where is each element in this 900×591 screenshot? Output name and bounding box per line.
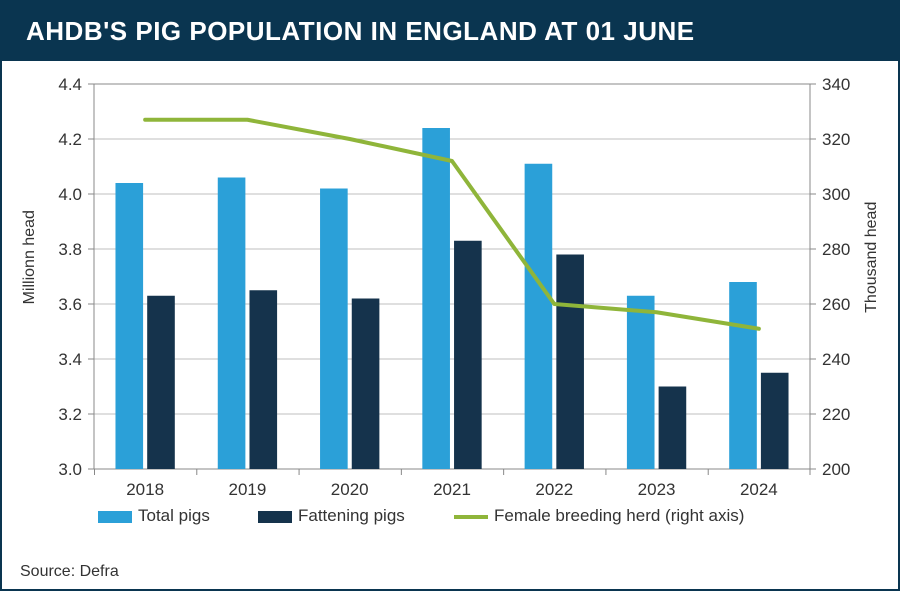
right-tick-label: 220 — [822, 405, 850, 424]
left-tick-label: 3.2 — [58, 405, 82, 424]
x-tick-label: 2018 — [126, 480, 164, 499]
legend-total-pigs-swatch — [98, 511, 132, 523]
plot-svg: 3.0 3.2 3.4 3.6 3.8 4.0 4.2 4.4 200 220 240 260 280 3… — [2, 62, 900, 561]
bar-total-pigs — [218, 178, 246, 470]
x-tick-label: 2019 — [229, 480, 267, 499]
left-tick-label: 3.6 — [58, 295, 82, 314]
bar-total-pigs — [115, 183, 143, 469]
left-tick-label: 3.8 — [58, 240, 82, 259]
bar-total-pigs — [422, 128, 450, 469]
right-axis-label: Thousand head — [863, 202, 880, 313]
chart-title: AHDB'S PIG POPULATION IN ENGLAND AT 01 J… — [2, 2, 898, 61]
plot-area: 3.0 3.2 3.4 3.6 3.8 4.0 4.2 4.4 200 220 240 260 280 3… — [2, 62, 898, 557]
right-tick-label: 280 — [822, 240, 850, 259]
bar-fattening-pigs — [352, 299, 380, 470]
bar-fattening-pigs — [556, 255, 584, 470]
bar-fattening-pigs — [659, 387, 687, 470]
legend-female-breeding-herd-label: Female breeding herd (right axis) — [494, 506, 744, 525]
right-tick-label: 200 — [822, 460, 850, 479]
chart-card: AHDB'S PIG POPULATION IN ENGLAND AT 01 J… — [0, 0, 900, 591]
bar-fattening-pigs — [761, 373, 789, 469]
left-tick-label: 3.4 — [58, 350, 82, 369]
bar-total-pigs — [320, 189, 348, 470]
left-tick-label: 3.0 — [58, 460, 82, 479]
bar-total-pigs — [729, 282, 757, 469]
right-tick-label: 320 — [822, 130, 850, 149]
left-tick-label: 4.4 — [58, 75, 82, 94]
x-tick-label: 2024 — [740, 480, 778, 499]
left-tick-label: 4.2 — [58, 130, 82, 149]
source-label: Source: Defra — [20, 563, 119, 581]
legend-total-pigs-label: Total pigs — [138, 506, 210, 525]
bar-fattening-pigs — [147, 296, 175, 469]
legend-fattening-pigs-swatch — [258, 511, 292, 523]
x-tick-label: 2023 — [638, 480, 676, 499]
left-axis-label: Millionn head — [21, 210, 38, 304]
bar-total-pigs — [525, 164, 553, 469]
x-tick-label: 2021 — [433, 480, 471, 499]
x-tick-label: 2022 — [535, 480, 573, 499]
right-tick-label: 300 — [822, 185, 850, 204]
right-tick-label: 260 — [822, 295, 850, 314]
left-tick-label: 4.0 — [58, 185, 82, 204]
bar-total-pigs — [627, 296, 655, 469]
x-tick-label: 2020 — [331, 480, 369, 499]
bar-fattening-pigs — [454, 241, 482, 469]
legend-fattening-pigs-label: Fattening pigs — [298, 506, 405, 525]
bar-fattening-pigs — [249, 290, 277, 469]
right-tick-label: 340 — [822, 75, 850, 94]
right-tick-label: 240 — [822, 350, 850, 369]
